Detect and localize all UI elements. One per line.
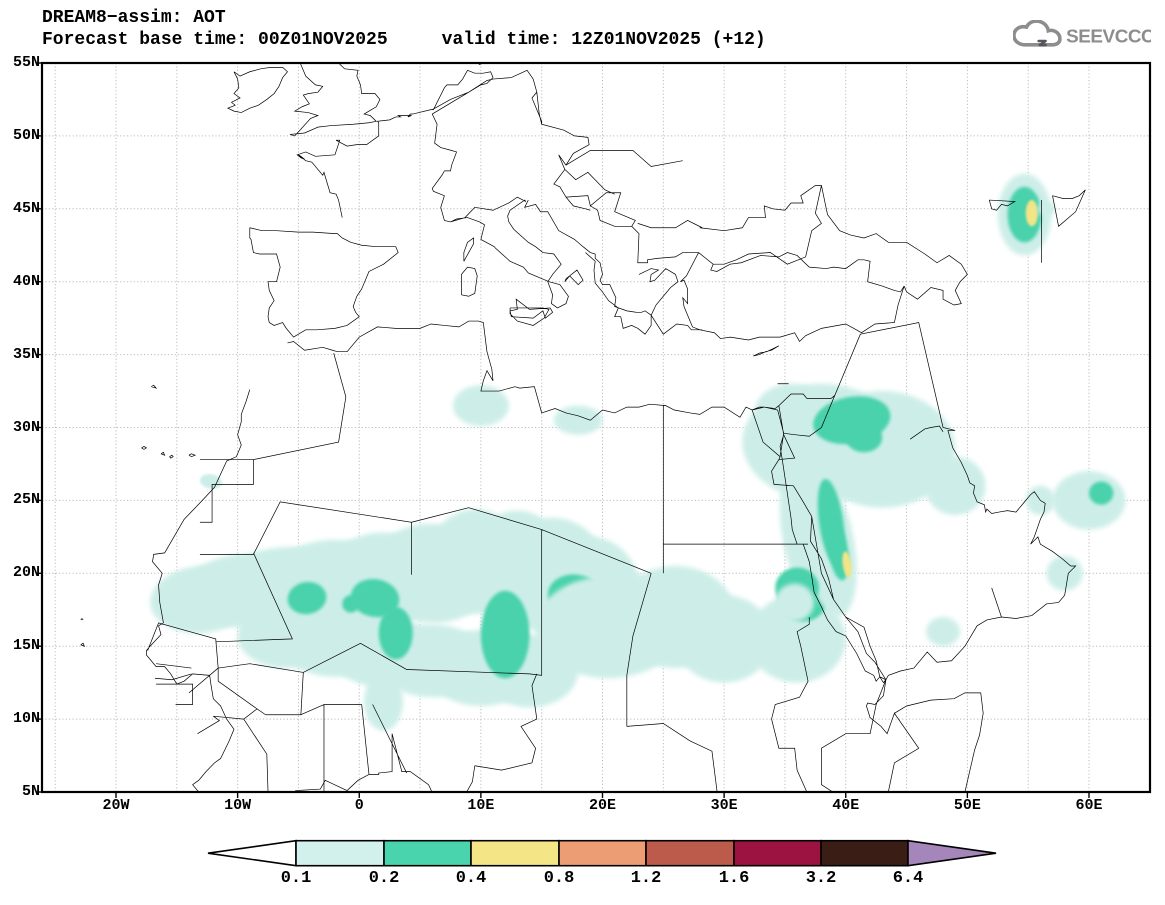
svg-text:SEEVCCC: SEEVCCC [1066, 25, 1151, 46]
